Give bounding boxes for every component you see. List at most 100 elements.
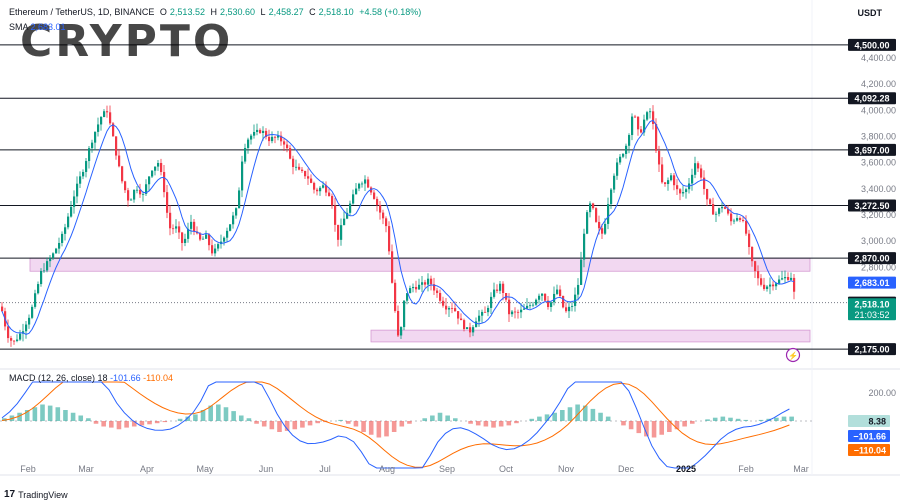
x-tick-13: Mar xyxy=(793,464,809,474)
candle-body xyxy=(223,237,226,242)
candle xyxy=(427,273,430,292)
histogram-bar xyxy=(116,421,122,430)
candle-body xyxy=(376,198,379,206)
candle-body xyxy=(79,176,82,184)
candle-body xyxy=(235,208,238,216)
macd-line-series xyxy=(1,381,790,469)
candle xyxy=(19,329,22,341)
candle xyxy=(67,213,70,230)
histogram-bar xyxy=(514,421,519,424)
histogram-bar xyxy=(269,421,275,430)
candle xyxy=(379,200,382,220)
candle xyxy=(529,301,532,309)
candle xyxy=(304,170,307,180)
candle xyxy=(328,187,331,197)
candle-body xyxy=(466,327,469,330)
candle xyxy=(499,281,502,294)
histogram-bar xyxy=(101,421,106,427)
price-label-1: 2,518.10 xyxy=(854,300,889,310)
candle xyxy=(610,187,613,209)
candle xyxy=(91,139,94,153)
x-tick-12: Feb xyxy=(738,464,754,474)
x-tick-4: Jun xyxy=(259,464,274,474)
candle-body xyxy=(775,283,778,287)
candle xyxy=(745,215,748,236)
candle xyxy=(169,205,172,236)
candle xyxy=(118,148,121,168)
candle-body xyxy=(559,289,562,296)
histogram-bar xyxy=(422,418,428,421)
histogram-bar xyxy=(55,407,61,421)
candle-body xyxy=(319,187,322,192)
candle xyxy=(466,327,469,330)
histogram-bar xyxy=(674,421,680,430)
candle xyxy=(148,175,151,192)
candle-body xyxy=(136,189,139,191)
histogram-bar xyxy=(598,412,603,421)
candle xyxy=(436,287,439,298)
candle xyxy=(769,277,772,295)
candle-body xyxy=(199,233,202,240)
candle-body xyxy=(274,136,277,138)
candle-body xyxy=(58,242,61,249)
histogram-bar xyxy=(223,407,229,421)
candle xyxy=(559,285,562,298)
candle xyxy=(34,289,37,309)
high-label: H xyxy=(210,7,217,17)
candle xyxy=(88,146,91,169)
candle xyxy=(181,231,184,251)
tradingview-label: TradingView xyxy=(18,489,68,500)
candle xyxy=(556,284,559,296)
candle-body xyxy=(748,233,751,247)
candle-body xyxy=(169,212,172,229)
y-tick-1: 4,200.00 xyxy=(861,79,896,89)
candle xyxy=(535,298,538,306)
candle xyxy=(25,321,28,339)
candle-body xyxy=(49,258,52,262)
candle xyxy=(487,305,490,317)
candle xyxy=(619,153,622,165)
tradingview-logo[interactable]: 17 TradingView xyxy=(4,489,68,500)
candle xyxy=(268,129,271,146)
candle xyxy=(772,281,775,291)
candle-body xyxy=(166,192,169,213)
candle xyxy=(697,161,700,172)
candle xyxy=(346,207,349,220)
candle xyxy=(142,191,145,202)
candle-body xyxy=(277,135,280,138)
candle xyxy=(64,223,67,241)
candle xyxy=(448,306,451,317)
candle xyxy=(196,226,199,235)
candle xyxy=(175,219,178,233)
candle-body xyxy=(253,131,256,136)
candle xyxy=(508,293,511,322)
candle-body xyxy=(655,124,658,151)
histogram-bar xyxy=(17,412,22,421)
candle-body xyxy=(718,208,721,214)
histogram-bar xyxy=(147,421,152,425)
candle-body xyxy=(427,278,430,285)
candle-body xyxy=(367,179,370,188)
level-badge-2 xyxy=(848,143,896,156)
histogram-bar xyxy=(468,421,473,424)
candle-body xyxy=(250,135,253,140)
candle-body xyxy=(766,286,769,289)
candle xyxy=(403,300,406,331)
histogram-bar xyxy=(575,404,580,421)
macd-badge-0 xyxy=(848,415,890,427)
candle-body xyxy=(532,304,535,306)
candle-body xyxy=(670,175,673,181)
candle xyxy=(517,309,520,319)
candle-body xyxy=(631,116,634,136)
candle xyxy=(616,158,619,180)
open-value: 2,513.52 xyxy=(169,7,205,17)
candle-body xyxy=(352,194,355,204)
candle xyxy=(124,180,127,193)
candle-body xyxy=(52,253,55,259)
candle-body xyxy=(706,188,709,200)
candle xyxy=(472,325,475,337)
candle xyxy=(601,224,604,239)
candle xyxy=(592,202,595,210)
candle-body xyxy=(637,116,640,130)
